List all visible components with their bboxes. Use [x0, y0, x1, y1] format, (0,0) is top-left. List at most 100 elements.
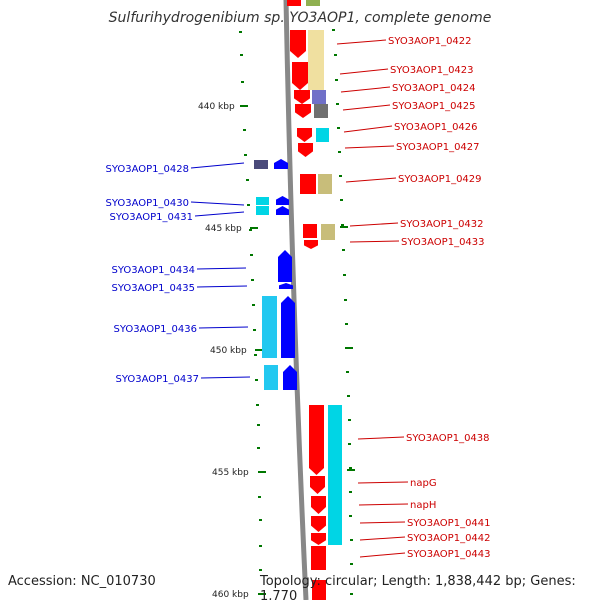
- gene-box: [254, 160, 268, 169]
- gene-leader-line: [349, 222, 399, 227]
- gene-box: [311, 546, 326, 570]
- scale-tick: [247, 204, 250, 206]
- scale-tick: [246, 179, 249, 181]
- gene-arrow: [295, 104, 311, 118]
- gene-arrow: [310, 476, 325, 494]
- gene-arrow: [276, 196, 289, 205]
- scale-tick: [250, 254, 253, 256]
- scale-tick: [335, 79, 338, 81]
- scale-tick: [349, 515, 352, 517]
- scale-tick: [241, 81, 244, 83]
- gene-arrow: [281, 296, 295, 358]
- gene-label-SYO3AOP1_0433: SYO3AOP1_0433: [401, 237, 485, 248]
- gene-label-SYO3AOP1_0436: SYO3AOP1_0436: [113, 324, 197, 335]
- gene-label-SYO3AOP1_0443: SYO3AOP1_0443: [407, 549, 491, 560]
- gene-leader-line: [340, 86, 391, 93]
- gene-leader-line: [359, 521, 406, 524]
- backbone-line: [283, 0, 309, 600]
- scale-tick: [244, 154, 247, 156]
- scale-tick: [332, 29, 335, 31]
- scale-major-tick: [255, 349, 263, 351]
- scale-tick: [350, 563, 353, 565]
- scale-tick: [345, 323, 348, 325]
- gene-leader-line: [198, 326, 249, 329]
- gene-label-SYO3AOP1_0441: SYO3AOP1_0441: [407, 518, 491, 529]
- gene-label-SYO3AOP1_0427: SYO3AOP1_0427: [396, 142, 480, 153]
- gene-arrow: [290, 30, 306, 58]
- gene-box: [300, 174, 316, 194]
- gene-label-SYO3AOP1_0434: SYO3AOP1_0434: [111, 265, 195, 276]
- gene-label-SYO3AOP1_0426: SYO3AOP1_0426: [394, 122, 478, 133]
- scale-tick: [253, 329, 256, 331]
- gene-leader-line: [339, 68, 389, 75]
- gene-label-SYO3AOP1_0430: SYO3AOP1_0430: [105, 198, 189, 209]
- gene-box: [316, 128, 329, 142]
- scale-tick: [342, 249, 345, 251]
- scale-tick: [346, 371, 349, 373]
- gene-arrow: [309, 405, 324, 475]
- gene-label-SYO3AOP1_0431: SYO3AOP1_0431: [109, 212, 193, 223]
- gene-label-SYO3AOP1_0422: SYO3AOP1_0422: [388, 36, 472, 47]
- gene-box: [264, 365, 278, 390]
- kbp-scale-label: 455 kbp: [212, 468, 249, 478]
- genome-title: Sulfurihydrogenibium sp. YO3AOP1, comple…: [108, 10, 492, 26]
- scale-tick: [350, 593, 353, 595]
- scale-tick: [249, 229, 252, 231]
- gene-leader-line: [344, 145, 395, 149]
- gene-leader-line: [349, 240, 400, 243]
- scale-major-tick: [258, 471, 266, 473]
- gene-leader-line: [359, 536, 406, 541]
- gene-arrow: [298, 143, 313, 157]
- scale-major-tick: [240, 105, 248, 107]
- scale-tick: [259, 569, 262, 571]
- scale-major-tick: [340, 226, 348, 228]
- gene-label-SYO3AOP1_0425: SYO3AOP1_0425: [392, 101, 476, 112]
- gene-leader-line: [190, 201, 245, 206]
- kbp-scale-label: 440 kbp: [198, 102, 235, 112]
- gene-label-SYO3AOP1_0438: SYO3AOP1_0438: [406, 433, 490, 444]
- scale-tick: [343, 274, 346, 276]
- scale-tick: [341, 224, 344, 226]
- scale-tick: [349, 467, 352, 469]
- gene-leader-line: [345, 177, 397, 183]
- kbp-scale-label: 445 kbp: [205, 224, 242, 234]
- scale-major-tick: [347, 469, 355, 471]
- gene-label-SYO3AOP1_0428: SYO3AOP1_0428: [105, 164, 189, 175]
- gene-leader-line: [190, 162, 245, 169]
- gene-arrow: [304, 240, 318, 249]
- gene-box: [321, 224, 335, 240]
- gene-label-SYO3AOP1_0435: SYO3AOP1_0435: [111, 283, 195, 294]
- scale-tick: [337, 127, 340, 129]
- scale-tick: [348, 419, 351, 421]
- gene-arrow: [297, 128, 312, 142]
- gene-leader-line: [194, 211, 245, 217]
- gene-arrow: [276, 206, 289, 215]
- scale-tick: [340, 199, 343, 201]
- kbp-scale-label: 460 kbp: [212, 590, 249, 600]
- gene-label-SYO3AOP1_0432: SYO3AOP1_0432: [400, 219, 484, 230]
- scale-major-tick: [258, 593, 266, 595]
- scale-tick: [257, 424, 260, 426]
- gene-leader-line: [342, 104, 391, 111]
- accession-label: Accession: NC_010730: [8, 574, 156, 589]
- gene-arrow: [294, 90, 310, 104]
- gene-box: [256, 206, 269, 215]
- scale-tick: [334, 54, 337, 56]
- gene-arrow: [292, 62, 308, 90]
- scale-major-tick: [250, 227, 258, 229]
- gene-box: [256, 197, 269, 205]
- gene-label-napG: napG: [410, 478, 437, 489]
- gene-arrow: [311, 533, 326, 545]
- gene-box: [312, 580, 326, 600]
- gene-leader-line: [357, 436, 405, 440]
- gene-arrow: [311, 516, 326, 532]
- scale-major-tick: [345, 347, 353, 349]
- gene-leader-line: [336, 39, 387, 45]
- scale-tick: [259, 519, 262, 521]
- scale-tick: [338, 151, 341, 153]
- kbp-scale-label: 450 kbp: [210, 346, 247, 356]
- scale-tick: [347, 395, 350, 397]
- scale-tick: [254, 354, 257, 356]
- gene-label-napH: napH: [410, 500, 436, 511]
